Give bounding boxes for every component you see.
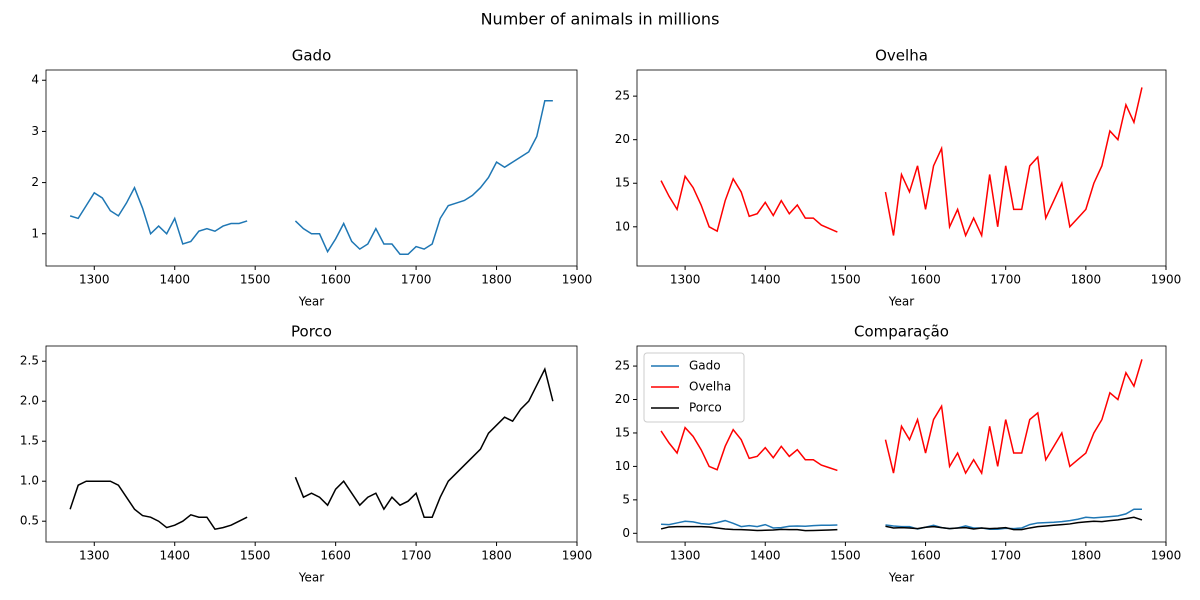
x-tick-label: 1400	[159, 273, 190, 287]
legend-label: Ovelha	[689, 380, 731, 394]
y-tick-label: 0	[622, 526, 630, 540]
axes-frame	[45, 345, 578, 543]
y-tick-label: 25	[615, 359, 630, 373]
y-tick-label: 2	[31, 175, 39, 189]
y-tick-label: 5	[622, 492, 630, 506]
x-tick-label: 1600	[910, 273, 941, 287]
y-tick-label: 3	[31, 124, 39, 138]
x-tick-label: 1800	[1071, 273, 1102, 287]
y-tick-label: 2.5	[20, 354, 39, 368]
subplot-title: Ovelha	[875, 47, 928, 65]
figure-title: Number of animals in millions	[481, 10, 720, 29]
x-tick-label: 1700	[990, 549, 1021, 563]
x-tick-label: 1300	[670, 549, 701, 563]
x-tick-label: 1400	[750, 549, 781, 563]
x-tick-label: 1500	[830, 549, 861, 563]
x-tick-label: 1500	[240, 273, 271, 287]
x-tick-label: 1400	[750, 273, 781, 287]
x-tick-label: 1300	[79, 549, 110, 563]
y-tick-label: 1	[31, 226, 39, 240]
x-axis-label: Year	[888, 295, 914, 309]
x-tick-label: 1900	[562, 549, 593, 563]
x-tick-label: 1900	[1151, 273, 1182, 287]
y-tick-label: 15	[615, 425, 630, 439]
data-line	[660, 359, 1143, 476]
legend-label: Porco	[689, 401, 722, 415]
y-tick-label: 4	[31, 73, 39, 87]
data-line	[69, 99, 553, 255]
x-tick-label: 1600	[910, 549, 941, 563]
axes-frame	[636, 69, 1167, 267]
x-tick-label: 1500	[240, 549, 271, 563]
x-axis-label: Year	[888, 571, 914, 585]
axes-frame	[45, 69, 578, 267]
subplot-title: Porco	[291, 323, 332, 341]
subplot-title: Gado	[292, 47, 332, 65]
y-tick-label: 20	[615, 392, 630, 406]
x-axis-label: Year	[298, 295, 324, 309]
y-tick-label: 15	[615, 176, 630, 190]
x-tick-label: 1700	[401, 549, 432, 563]
axes-frame	[636, 345, 1167, 543]
x-tick-label: 1500	[830, 273, 861, 287]
legend-box	[643, 352, 745, 423]
y-tick-label: 25	[615, 89, 630, 103]
x-tick-label: 1300	[79, 273, 110, 287]
data-line	[660, 87, 1143, 239]
x-tick-label: 1300	[670, 273, 701, 287]
x-tick-label: 1600	[320, 549, 351, 563]
data-line	[69, 367, 554, 531]
y-tick-label: 10	[615, 459, 630, 473]
x-tick-label: 1400	[159, 549, 190, 563]
y-tick-label: 10	[615, 219, 630, 233]
x-tick-label: 1900	[1151, 549, 1182, 563]
subplot-title: Comparação	[854, 323, 949, 341]
y-tick-label: 0.5	[20, 514, 39, 528]
x-tick-label: 1800	[481, 549, 512, 563]
y-tick-label: 1.0	[20, 474, 39, 488]
data-line	[661, 508, 1142, 531]
data-line	[660, 516, 1143, 532]
x-tick-label: 1800	[481, 273, 512, 287]
y-tick-label: 2.0	[20, 394, 39, 408]
x-tick-label: 1900	[562, 273, 593, 287]
y-tick-label: 20	[615, 132, 630, 146]
x-axis-label: Year	[298, 571, 324, 585]
y-tick-label: 1.5	[20, 434, 39, 448]
x-tick-label: 1800	[1071, 549, 1102, 563]
legend-label: Gado	[689, 359, 721, 373]
x-tick-label: 1700	[401, 273, 432, 287]
x-tick-label: 1700	[990, 273, 1021, 287]
x-tick-label: 1600	[320, 273, 351, 287]
